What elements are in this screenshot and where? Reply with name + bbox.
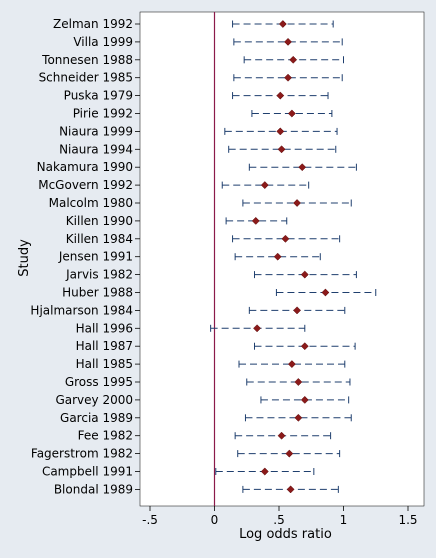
study-label: Niaura 1999 <box>59 124 133 138</box>
study-label: Huber 1988 <box>62 286 133 300</box>
study-row: Malcolm 1980 <box>49 196 352 210</box>
study-label: Blondal 1989 <box>54 482 133 496</box>
study-row: Killen 1984 <box>66 232 341 246</box>
estimate-marker <box>321 288 330 297</box>
study-label: Pirie 1992 <box>73 107 133 121</box>
study-row: Tonnesen 1988 <box>41 53 344 67</box>
study-row: Schneider 1985 <box>39 71 343 85</box>
study-label: Hjalmarson 1984 <box>30 303 133 317</box>
estimate-marker <box>273 252 282 261</box>
study-label: Killen 1984 <box>66 232 133 246</box>
study-label: Killen 1990 <box>66 214 133 228</box>
study-row: Fee 1982 <box>78 429 332 443</box>
study-label: Nakamura 1990 <box>37 160 133 174</box>
estimate-marker <box>298 163 307 172</box>
study-row: Jarvis 1982 <box>65 268 357 282</box>
x-tick-label: -.5 <box>142 513 158 527</box>
study-label: Zelman 1992 <box>53 17 133 31</box>
study-label: Jarvis 1982 <box>65 268 133 282</box>
study-label: Garvey 2000 <box>55 393 133 407</box>
estimate-marker <box>284 73 292 82</box>
study-row: Niaura 1994 <box>59 142 337 156</box>
estimate-marker <box>285 449 294 458</box>
estimate-marker <box>294 378 303 386</box>
study-label: Villa 1999 <box>73 35 133 49</box>
study-label: Hall 1996 <box>76 321 133 335</box>
y-axis-title: Study <box>17 239 32 277</box>
study-rows: Zelman 1992 Villa 1999 Tonnesen 1988 Schnei… <box>30 17 377 496</box>
study-label: Garcia 1989 <box>60 411 133 425</box>
study-row: Hall 1987 <box>76 339 356 353</box>
estimate-marker <box>293 199 302 207</box>
estimate-marker <box>300 395 309 404</box>
study-row: Pirie 1992 <box>73 107 333 121</box>
study-row: Nakamura 1990 <box>37 160 357 174</box>
study-label: Campbell 1991 <box>42 465 133 479</box>
study-row: Killen 1990 <box>66 214 288 228</box>
estimate-marker <box>281 234 290 243</box>
x-axis: -.5 0 .5 1 1.5 <box>142 506 418 527</box>
x-tick-label: .5 <box>273 513 284 527</box>
estimate-marker <box>260 467 269 476</box>
estimate-marker <box>253 324 262 333</box>
study-row: Niaura 1999 <box>59 124 338 138</box>
study-label: Tonnesen 1988 <box>41 53 133 67</box>
estimate-marker <box>251 216 260 225</box>
x-tick-label: 1.5 <box>398 513 417 527</box>
study-row: Villa 1999 <box>73 35 343 49</box>
estimate-marker <box>284 37 292 46</box>
estimate-marker <box>294 413 303 422</box>
study-row: Fagerstrom 1982 <box>31 447 341 461</box>
estimate-marker <box>300 270 309 279</box>
estimate-marker <box>277 145 286 154</box>
estimate-marker <box>300 342 309 351</box>
study-row: Garvey 2000 <box>55 393 350 407</box>
x-axis-title: Log odds ratio <box>239 527 332 542</box>
study-label: Puska 1979 <box>64 89 133 103</box>
study-label: Jensen 1991 <box>58 250 133 264</box>
estimate-marker <box>286 485 295 494</box>
study-label: Fagerstrom 1982 <box>31 447 133 461</box>
study-label: Hall 1987 <box>76 339 133 353</box>
study-row: Huber 1988 <box>62 286 377 300</box>
study-row: McGovern 1992 <box>38 178 310 192</box>
study-label: Malcolm 1980 <box>49 196 133 210</box>
study-row: Zelman 1992 <box>53 17 334 31</box>
study-row: Jensen 1991 <box>58 250 321 264</box>
plot-area <box>139 11 425 507</box>
estimate-marker <box>293 306 302 315</box>
estimate-marker <box>276 91 285 100</box>
estimate-marker <box>278 20 287 28</box>
study-row: Hall 1996 <box>76 321 306 335</box>
estimate-marker <box>289 55 298 64</box>
estimate-marker <box>287 109 296 118</box>
study-label: Hall 1985 <box>76 357 133 371</box>
study-row: Hall 1985 <box>76 357 346 371</box>
estimate-marker <box>277 431 286 440</box>
study-label: Niaura 1994 <box>59 142 133 156</box>
study-row: Hjalmarson 1984 <box>30 303 346 317</box>
study-label: Schneider 1985 <box>39 71 133 85</box>
study-row: Garcia 1989 <box>60 411 352 425</box>
study-label: Gross 1995 <box>65 375 133 389</box>
estimate-marker <box>276 127 285 136</box>
study-row: Blondal 1989 <box>54 482 339 496</box>
study-row: Gross 1995 <box>65 375 351 389</box>
x-tick-label: 1 <box>340 513 348 527</box>
study-label: Fee 1982 <box>78 429 133 443</box>
estimate-marker <box>260 181 269 190</box>
study-row: Campbell 1991 <box>42 465 315 479</box>
study-row: Puska 1979 <box>64 89 329 103</box>
estimate-marker <box>287 360 296 369</box>
x-tick-label: 0 <box>211 513 219 527</box>
study-label: McGovern 1992 <box>38 178 133 192</box>
